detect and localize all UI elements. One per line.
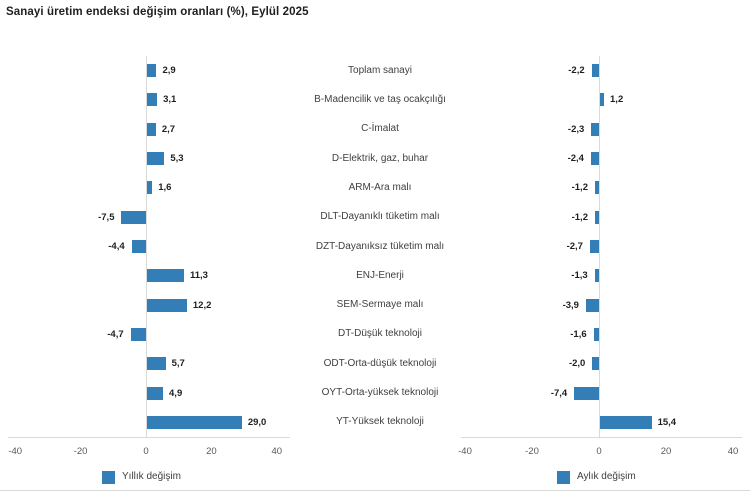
value-label-monthly-12: 15,4 [657,416,677,428]
x-tick-annual--40: -40 [8,446,23,457]
legend-label-annual: Yıllık değişim [122,471,181,482]
category-label-6: DZT-Dayanıksız tüketim malı [315,240,445,252]
value-label-monthly-9: -1,6 [570,328,587,340]
zero-axis-monthly [599,56,600,437]
category-label-9: DT-Düşük teknoloji [338,328,422,340]
bar-monthly-10 [592,357,599,371]
bar-monthly-0 [591,64,599,78]
bar-monthly-12 [600,415,652,429]
legend-monthly-change: Aylık değişim [557,470,636,484]
value-label-annual-2: 2,7 [161,123,176,135]
category-label-5: DLT-Dayanıklı tüketim malı [320,211,440,223]
value-label-annual-3: 5,3 [170,153,184,165]
x-tick-monthly--20: -20 [525,446,539,457]
value-label-annual-10: 5,7 [171,358,185,370]
bar-monthly-11 [574,386,599,400]
bar-monthly-7 [594,269,599,283]
bottom-divider [0,490,750,491]
bar-monthly-2 [591,122,599,136]
category-label-10: ODT-Orta-düşük teknoloji [323,357,437,369]
bar-monthly-9 [593,327,599,341]
category-label-4: ARM-Ara malı [348,181,412,193]
bar-annual-10 [147,357,166,371]
legend-swatch-monthly-icon [557,470,570,484]
x-tick-monthly-40: 40 [727,446,739,457]
bar-monthly-3 [590,152,599,166]
category-label-12: YT-Yüksek teknoloji [336,416,424,428]
x-tick-annual-40: 40 [271,446,283,457]
value-label-monthly-5: -1,2 [571,211,588,223]
value-label-monthly-3: -2,4 [567,153,584,165]
legend-label-monthly: Aylık değişim [577,471,636,482]
x-tick-annual-20: 20 [206,446,217,457]
x-tick-monthly-0: 0 [596,446,602,457]
bar-annual-0 [147,64,157,78]
x-axis-monthly [461,437,742,438]
value-label-monthly-10: -2,0 [568,358,586,370]
value-label-annual-9: -4,7 [107,328,124,340]
value-label-annual-6: -4,4 [108,241,125,252]
value-label-monthly-4: -1,2 [571,182,588,194]
bar-annual-7 [147,269,184,283]
bar-annual-8 [147,298,187,312]
category-label-11: OYT-Orta-yüksek teknoloji [321,387,439,399]
value-label-annual-0: 2,9 [162,65,176,77]
x-tick-monthly-20: 20 [660,446,672,457]
bar-annual-2 [147,122,156,136]
value-label-annual-12: 29,0 [247,416,267,428]
value-label-annual-11: 4,9 [169,387,183,399]
bar-annual-5 [121,210,146,224]
value-label-annual-7: 11,3 [189,270,208,282]
legend-swatch-annual-icon [102,470,115,484]
zero-axis-annual [146,56,147,437]
chart-title: Sanayi üretim endeksi değişim oranları (… [6,6,309,18]
bar-annual-11 [147,386,164,400]
bar-annual-9 [130,327,146,341]
category-label-0: Toplam sanayi [348,64,412,76]
bar-monthly-6 [589,240,599,253]
value-label-monthly-8: -3,9 [562,299,579,311]
category-label-7: ENJ-Enerji [356,269,404,281]
bar-annual-6 [131,240,146,253]
category-label-3: D-Elektrik, gaz, buhar [331,152,429,164]
x-tick-monthly--40: -40 [458,446,472,457]
legend-annual-change: Yıllık değişim [102,470,181,484]
value-label-annual-8: 12,2 [192,299,212,311]
value-label-monthly-7: -1,3 [571,270,588,282]
bar-monthly-8 [585,298,599,312]
category-label-1: B-Madencilik ve taş ocakçılığı [314,93,446,105]
value-label-annual-1: 3,1 [163,94,177,106]
bar-annual-4 [147,181,153,195]
x-tick-annual-0: 0 [143,446,149,457]
value-label-monthly-1: 1,2 [610,94,624,106]
value-label-monthly-11: -7,4 [550,387,568,399]
category-label-8: SEM-Sermaye malı [336,299,424,311]
x-axis-annual [8,437,290,438]
bar-monthly-4 [594,181,599,195]
bar-annual-1 [147,93,158,107]
value-label-annual-4: 1,6 [158,182,172,194]
category-label-2: C-İmalat [361,123,399,135]
value-label-monthly-0: -2,2 [568,65,585,77]
bar-monthly-1 [600,93,605,107]
value-label-monthly-2: -2,3 [567,123,585,135]
bar-monthly-5 [594,210,599,224]
x-tick-annual--20: -20 [73,446,88,457]
bar-annual-12 [147,415,242,429]
value-label-monthly-6: -2,7 [566,241,583,252]
bar-annual-3 [147,152,165,166]
value-label-annual-5: -7,5 [98,211,115,223]
